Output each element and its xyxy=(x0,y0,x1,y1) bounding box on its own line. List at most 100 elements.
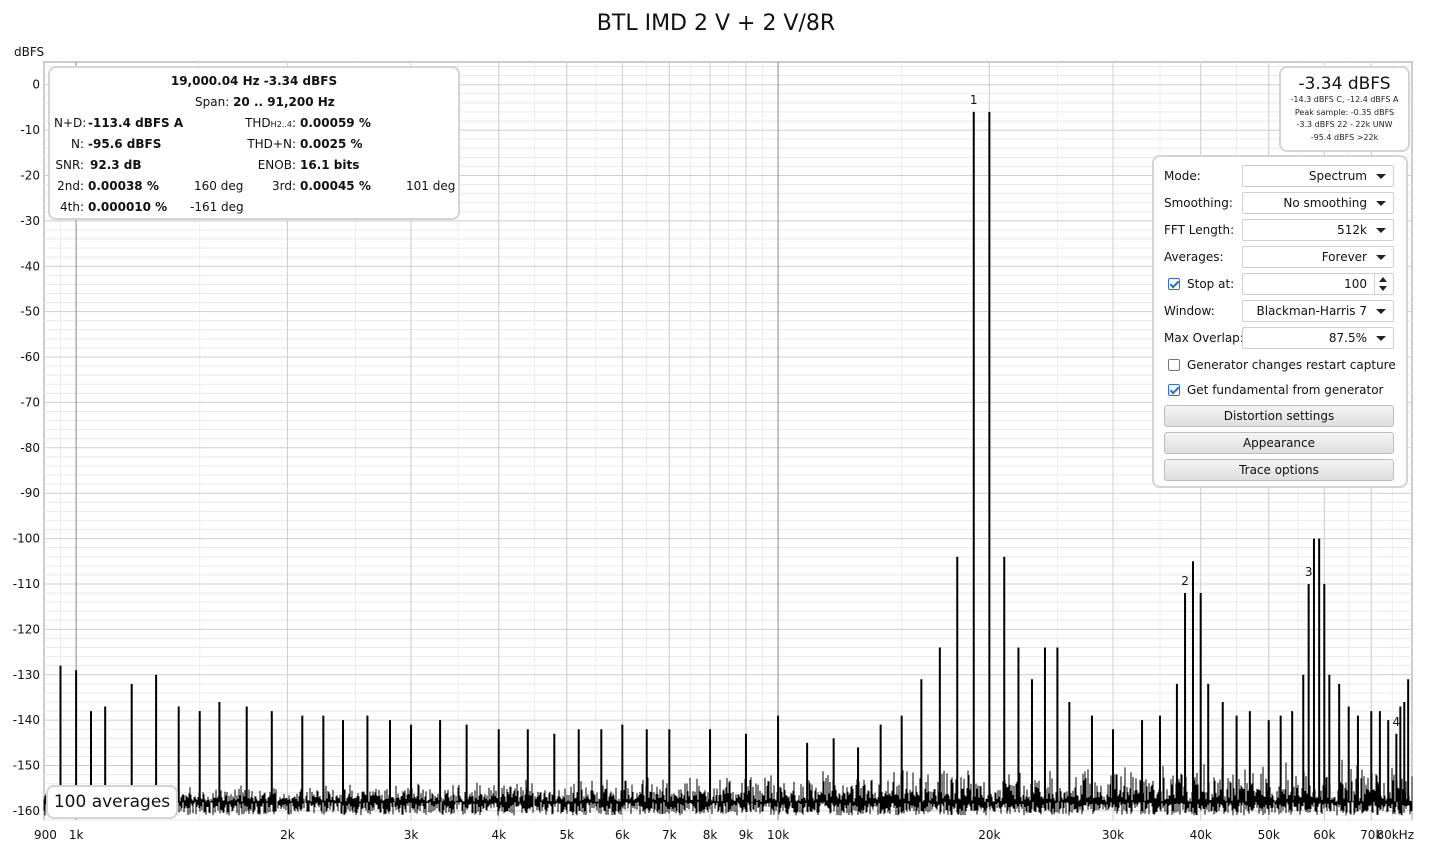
x-tick-label: 50k xyxy=(1258,828,1280,842)
n-value: -95.6 dBFS xyxy=(88,137,162,151)
snr-label: SNR: xyxy=(55,158,84,172)
level-main-value: -3.34 dBFS xyxy=(1298,74,1391,94)
x-tick-labels: 900 1k 2k 3k 4k 5k 6k 7k 8k 9k 10k 20k 30k 40k 50k 60k 7… xyxy=(34,828,1414,842)
span-readout: Span: 20 .. 91,200 Hz xyxy=(195,95,335,109)
nd-label: N+D: xyxy=(54,116,87,130)
snr-value: 92.3 dB xyxy=(90,158,142,172)
smoothing-value: No smoothing xyxy=(1283,196,1367,210)
smoothing-row: Smoothing: No smoothing xyxy=(1164,192,1394,214)
appearance-button[interactable]: Appearance xyxy=(1164,432,1394,454)
harmonic-marker-label: 3 xyxy=(1305,565,1313,579)
spin-down-icon[interactable] xyxy=(1379,286,1387,291)
smoothing-select[interactable]: No smoothing xyxy=(1242,192,1394,214)
x-tick-label: 2k xyxy=(280,828,295,842)
y-tick-label: 0 xyxy=(32,78,40,92)
harmonic-marker-label: 2 xyxy=(1181,574,1189,588)
spinbox-divider xyxy=(1374,274,1375,294)
fundamental-from-generator-label: Get fundamental from generator xyxy=(1187,383,1384,397)
thdn-value: 0.0025 % xyxy=(300,137,363,151)
chevron-down-icon xyxy=(1376,336,1386,341)
averages-select[interactable]: Forever xyxy=(1242,246,1394,268)
enob-label: ENOB: xyxy=(257,158,296,172)
level-readout-panel: -3.34 dBFS -14.3 dBFS C, -12.4 dBFS A Pe… xyxy=(1279,66,1410,152)
h3-phase: 101 deg xyxy=(406,179,456,193)
mode-value: Spectrum xyxy=(1308,169,1367,183)
x-tick-label: 20k xyxy=(978,828,1000,842)
x-tick-label: 5k xyxy=(559,828,574,842)
y-tick-label: -40 xyxy=(20,259,40,273)
y-axis-label: dBFS xyxy=(14,45,44,59)
stop-at-row: Stop at: 100 xyxy=(1164,273,1394,295)
stop-at-value: 100 xyxy=(1344,277,1367,291)
h4-phase: -161 deg xyxy=(190,200,244,214)
fft-length-select[interactable]: 512k xyxy=(1242,219,1394,241)
noise-floor-trace xyxy=(43,759,1413,816)
span-label: Span: xyxy=(195,95,230,109)
trace-options-button[interactable]: Trace options xyxy=(1164,459,1394,481)
y-tick-label: -100 xyxy=(13,532,40,546)
window-value: Blackman-Harris 7 xyxy=(1256,304,1367,318)
n-label: N: xyxy=(70,137,84,151)
y-tick-label: -10 xyxy=(20,123,40,137)
thd-label-main: THD xyxy=(245,116,271,130)
harmonic-marker-label: 4 xyxy=(1393,715,1401,729)
stop-at-label: Stop at: xyxy=(1187,277,1235,291)
trace-layer xyxy=(43,111,1413,816)
h2-value: 0.00038 % xyxy=(88,179,159,193)
x-tick-label: 6k xyxy=(615,828,630,842)
max-overlap-select[interactable]: 87.5% xyxy=(1242,327,1394,349)
averages-count-badge: 100 averages xyxy=(46,785,178,819)
span-value: 20 .. 91,200 Hz xyxy=(233,95,335,109)
stop-at-checkbox[interactable] xyxy=(1168,278,1180,290)
max-overlap-label: Max Overlap: xyxy=(1164,331,1244,345)
h2-phase: 160 deg xyxy=(194,179,244,193)
y-tick-label: -30 xyxy=(20,214,40,228)
fundamental-from-generator-checkbox[interactable] xyxy=(1168,384,1180,396)
fft-length-value: 512k xyxy=(1337,223,1367,237)
x-tick-label: 70k xyxy=(1360,828,1382,842)
distortion-settings-button[interactable]: Distortion settings xyxy=(1164,405,1394,427)
analyzer-controls-panel: Mode: Spectrum Smoothing: No smoothing F… xyxy=(1152,155,1408,488)
thd-label: THDH2..4: xyxy=(200,116,296,130)
y-tick-label: -20 xyxy=(20,168,40,182)
mode-select[interactable]: Spectrum xyxy=(1242,165,1394,187)
chevron-down-icon xyxy=(1376,255,1386,260)
y-tick-label: -90 xyxy=(20,486,40,500)
level-line-3: -3.3 dBFS 22 - 22k UNW xyxy=(1296,120,1393,129)
x-tick-label: 40k xyxy=(1190,828,1212,842)
restart-capture-checkbox[interactable] xyxy=(1168,359,1180,371)
restart-capture-label: Generator changes restart capture xyxy=(1187,358,1396,372)
thd-label-sub: H2..4 xyxy=(270,120,292,129)
y-tick-label: -140 xyxy=(13,713,40,727)
mode-label: Mode: xyxy=(1164,169,1201,183)
stop-at-spinbox[interactable]: 100 xyxy=(1242,273,1394,295)
harmonic-marker-label: 1 xyxy=(970,93,978,107)
y-tick-label: -150 xyxy=(13,759,40,773)
marker-layer: 1 2 3 4 xyxy=(970,93,1400,729)
y-tick-label: -80 xyxy=(20,441,40,455)
max-overlap-value: 87.5% xyxy=(1328,331,1367,345)
y-tick-label: -130 xyxy=(13,668,40,682)
x-tick-label: 30k xyxy=(1102,828,1124,842)
mode-row: Mode: Spectrum xyxy=(1164,165,1394,187)
y-tick-label: -60 xyxy=(20,350,40,364)
x-tick-label: 9k xyxy=(739,828,754,842)
spin-up-icon[interactable] xyxy=(1379,277,1387,282)
x-tick-label: 1k xyxy=(69,828,84,842)
x-tick-label: 7k xyxy=(662,828,677,842)
h4-value: 0.000010 % xyxy=(88,200,168,214)
chart-title: BTL IMD 2 V + 2 V/8R xyxy=(597,11,835,36)
fundamental-row: Get fundamental from generator xyxy=(1164,379,1394,401)
thd-label-colon: : xyxy=(291,116,296,130)
window-label: Window: xyxy=(1164,304,1215,318)
y-tick-label: -70 xyxy=(20,395,40,409)
window-select[interactable]: Blackman-Harris 7 xyxy=(1242,300,1394,322)
readout-header: 19,000.04 Hz -3.34 dBFS xyxy=(170,74,338,88)
h3-value: 0.00045 % xyxy=(300,179,371,193)
chevron-down-icon xyxy=(1376,309,1386,314)
level-line-2: Peak sample: -0.35 dBFS xyxy=(1294,107,1395,117)
thd-value: 0.00059 % xyxy=(300,116,371,130)
y-tick-label: -50 xyxy=(20,305,40,319)
y-tick-labels: 0 -10 -20 -30 -40 -50 -60 -70 -80 -90 -100 -110 -120… xyxy=(13,78,40,818)
